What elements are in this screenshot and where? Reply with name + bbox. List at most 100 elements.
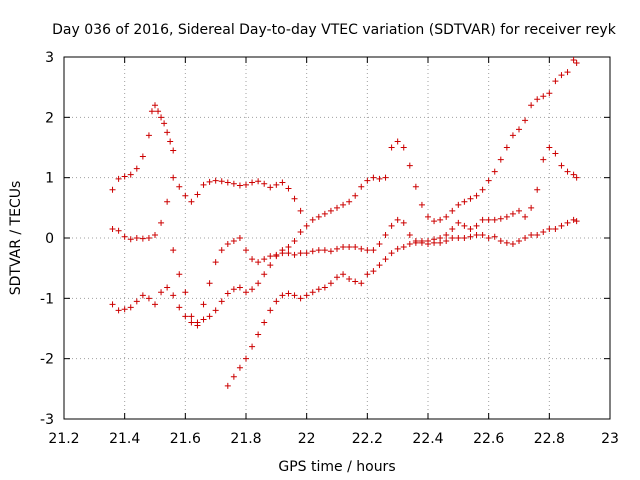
data-point	[449, 235, 456, 241]
data-point	[437, 239, 444, 246]
data-point	[127, 236, 134, 243]
data-point	[455, 219, 462, 226]
data-point	[346, 198, 353, 205]
data-point	[443, 213, 450, 220]
data-point	[425, 213, 431, 220]
data-point	[133, 165, 140, 172]
data-point	[170, 247, 177, 254]
data-point	[285, 290, 292, 297]
data-point	[388, 250, 395, 257]
data-point	[158, 114, 165, 121]
data-point	[516, 207, 522, 214]
data-point	[145, 132, 152, 139]
data-point	[412, 183, 419, 190]
data-point	[364, 271, 371, 278]
data-point	[558, 162, 565, 169]
data-point	[358, 183, 365, 190]
data-point	[164, 129, 171, 136]
data-point	[291, 238, 298, 245]
data-point	[479, 186, 486, 193]
data-point	[255, 280, 262, 287]
data-point	[261, 180, 268, 187]
series-C	[109, 57, 580, 329]
y-tick-label: -3	[40, 412, 54, 428]
data-point	[243, 247, 249, 254]
data-point	[491, 233, 498, 240]
data-point	[503, 239, 510, 246]
data-point	[516, 126, 522, 133]
data-point	[188, 198, 195, 205]
data-point	[352, 192, 359, 199]
data-point	[540, 228, 547, 235]
data-point	[230, 373, 237, 380]
data-point	[230, 180, 237, 187]
data-point	[321, 247, 328, 254]
data-point	[400, 144, 407, 151]
data-point	[236, 182, 243, 189]
data-point	[431, 218, 438, 225]
data-point	[573, 60, 580, 67]
data-point	[291, 251, 298, 258]
data-point	[540, 156, 547, 163]
series-E	[224, 216, 580, 389]
data-point	[376, 175, 383, 182]
data-point	[176, 271, 183, 278]
data-point	[249, 286, 256, 293]
data-point	[412, 239, 419, 246]
data-point	[382, 231, 389, 238]
x-tick-label: 22.2	[352, 431, 383, 447]
data-point	[352, 278, 359, 285]
data-point	[321, 210, 328, 217]
data-point	[261, 256, 268, 263]
data-point	[188, 313, 195, 320]
data-point	[109, 301, 116, 308]
data-point	[133, 235, 140, 241]
series-A	[109, 102, 177, 193]
data-point	[273, 298, 280, 305]
data-point	[267, 262, 274, 269]
y-tick-label: -1	[40, 291, 54, 307]
data-point	[303, 222, 310, 229]
data-point	[382, 256, 389, 263]
data-point	[206, 280, 213, 287]
data-point	[321, 284, 328, 291]
data-point	[236, 364, 243, 371]
y-tick-label: -2	[40, 352, 54, 368]
x-tick-label: 22.4	[412, 431, 443, 447]
data-point	[139, 292, 146, 299]
data-point	[564, 69, 571, 76]
data-point	[148, 108, 155, 115]
data-point	[558, 222, 565, 229]
data-point	[467, 225, 474, 232]
data-point	[443, 231, 450, 238]
data-point	[376, 241, 383, 248]
data-point	[370, 174, 377, 181]
data-point	[182, 192, 189, 199]
data-point	[358, 245, 365, 252]
data-point	[194, 319, 201, 326]
series-B	[109, 174, 304, 243]
data-point	[340, 244, 347, 251]
data-point	[564, 168, 571, 175]
data-point	[115, 175, 122, 182]
data-point	[552, 225, 559, 232]
data-point	[297, 295, 304, 302]
data-point	[243, 181, 249, 188]
data-point	[267, 307, 274, 314]
data-point	[273, 251, 280, 258]
data-point	[224, 179, 231, 186]
x-tick-label: 21.6	[170, 431, 201, 447]
data-point	[309, 216, 316, 223]
data-point	[573, 174, 580, 181]
data-points	[109, 57, 580, 389]
data-point	[255, 178, 262, 185]
data-point	[152, 102, 158, 109]
data-point	[485, 177, 492, 184]
data-point	[425, 241, 431, 248]
data-point	[406, 231, 413, 238]
y-tick-label: 0	[45, 231, 54, 247]
data-point	[206, 178, 213, 185]
data-point	[400, 219, 407, 226]
data-point	[522, 213, 529, 220]
